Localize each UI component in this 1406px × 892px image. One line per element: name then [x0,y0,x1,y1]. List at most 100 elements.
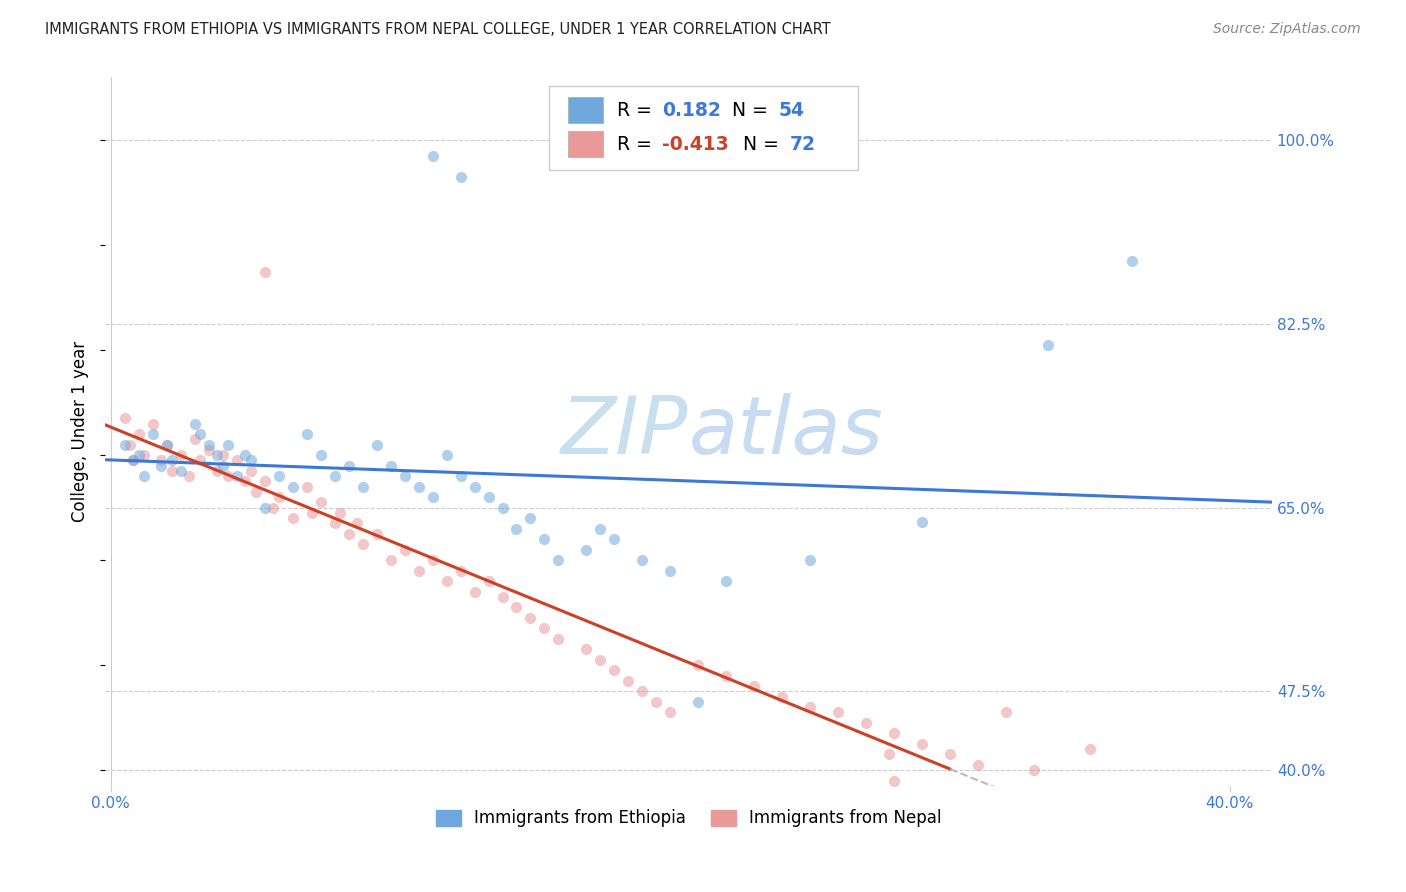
FancyBboxPatch shape [548,86,858,169]
Point [617,673,640,688]
Point [301,506,323,520]
Point [589,653,612,667]
Point [422,553,444,567]
Point [799,553,821,567]
Point [547,632,569,646]
Point [394,469,416,483]
Point [1036,338,1059,352]
Point [323,469,346,483]
Point [142,427,165,442]
Point [309,495,332,509]
Point [366,527,388,541]
Point [505,522,527,536]
Point [422,149,444,163]
Point [253,500,276,515]
Point [134,448,156,462]
Point [547,553,569,567]
Point [245,485,267,500]
Point [883,773,905,788]
Point [211,448,233,462]
Point [122,453,145,467]
Point [122,453,145,467]
Point [120,438,142,452]
Point [233,475,256,489]
Point [463,480,485,494]
Text: atlas: atlas [689,392,883,471]
Point [505,600,527,615]
Point [408,480,430,494]
Point [295,427,318,442]
Point [128,448,150,462]
Text: R =: R = [617,135,652,153]
Point [533,532,555,546]
Point [939,747,962,762]
Point [967,757,990,772]
Point [188,453,211,467]
Point [603,664,626,678]
Point [128,427,150,442]
Point [519,511,541,525]
Point [716,574,738,589]
Point [631,684,654,698]
Point [295,480,318,494]
Point [114,411,136,425]
Point [262,500,284,515]
Point [156,438,179,452]
Point [329,506,352,520]
Point [352,537,374,551]
Point [659,706,682,720]
Legend: Immigrants from Ethiopia, Immigrants from Nepal: Immigrants from Ethiopia, Immigrants fro… [429,803,948,834]
Y-axis label: College, Under 1 year: College, Under 1 year [72,341,89,522]
Point [1121,254,1143,268]
Point [408,564,430,578]
Point [323,516,346,531]
Point [436,574,458,589]
Point [239,453,262,467]
Point [877,747,900,762]
Point [688,695,710,709]
Point [184,433,207,447]
Point [217,438,239,452]
Point [436,448,458,462]
Point [253,264,276,278]
Point [281,480,304,494]
Point [716,668,738,682]
Point [366,438,388,452]
Point [911,516,934,530]
Point [589,522,612,536]
Point [827,706,849,720]
Point [477,490,499,504]
Point [450,469,472,483]
Point [217,469,239,483]
Text: N =: N = [744,135,779,153]
Point [170,448,193,462]
Point [337,527,360,541]
Point [422,490,444,504]
Point [205,464,228,478]
Text: ZIP: ZIP [561,392,689,471]
Point [162,453,184,467]
Text: N =: N = [731,101,768,120]
Text: 72: 72 [790,135,815,153]
Point [197,438,219,452]
Point [162,464,184,478]
Point [911,737,934,751]
Point [380,553,402,567]
Point [1022,763,1045,777]
Point [337,458,360,473]
Point [267,469,290,483]
Point [519,611,541,625]
Point [883,726,905,740]
Point [184,417,207,431]
Point [770,690,793,704]
Point [114,438,136,452]
Point [450,564,472,578]
Point [233,448,256,462]
Point [659,564,682,578]
Point [239,464,262,478]
Point [170,464,193,478]
Point [281,511,304,525]
Text: -0.413: -0.413 [662,135,728,153]
Text: IMMIGRANTS FROM ETHIOPIA VS IMMIGRANTS FROM NEPAL COLLEGE, UNDER 1 YEAR CORRELAT: IMMIGRANTS FROM ETHIOPIA VS IMMIGRANTS F… [45,22,831,37]
Point [205,448,228,462]
